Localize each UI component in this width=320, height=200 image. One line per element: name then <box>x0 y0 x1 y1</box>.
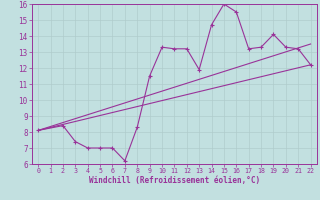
X-axis label: Windchill (Refroidissement éolien,°C): Windchill (Refroidissement éolien,°C) <box>89 176 260 185</box>
